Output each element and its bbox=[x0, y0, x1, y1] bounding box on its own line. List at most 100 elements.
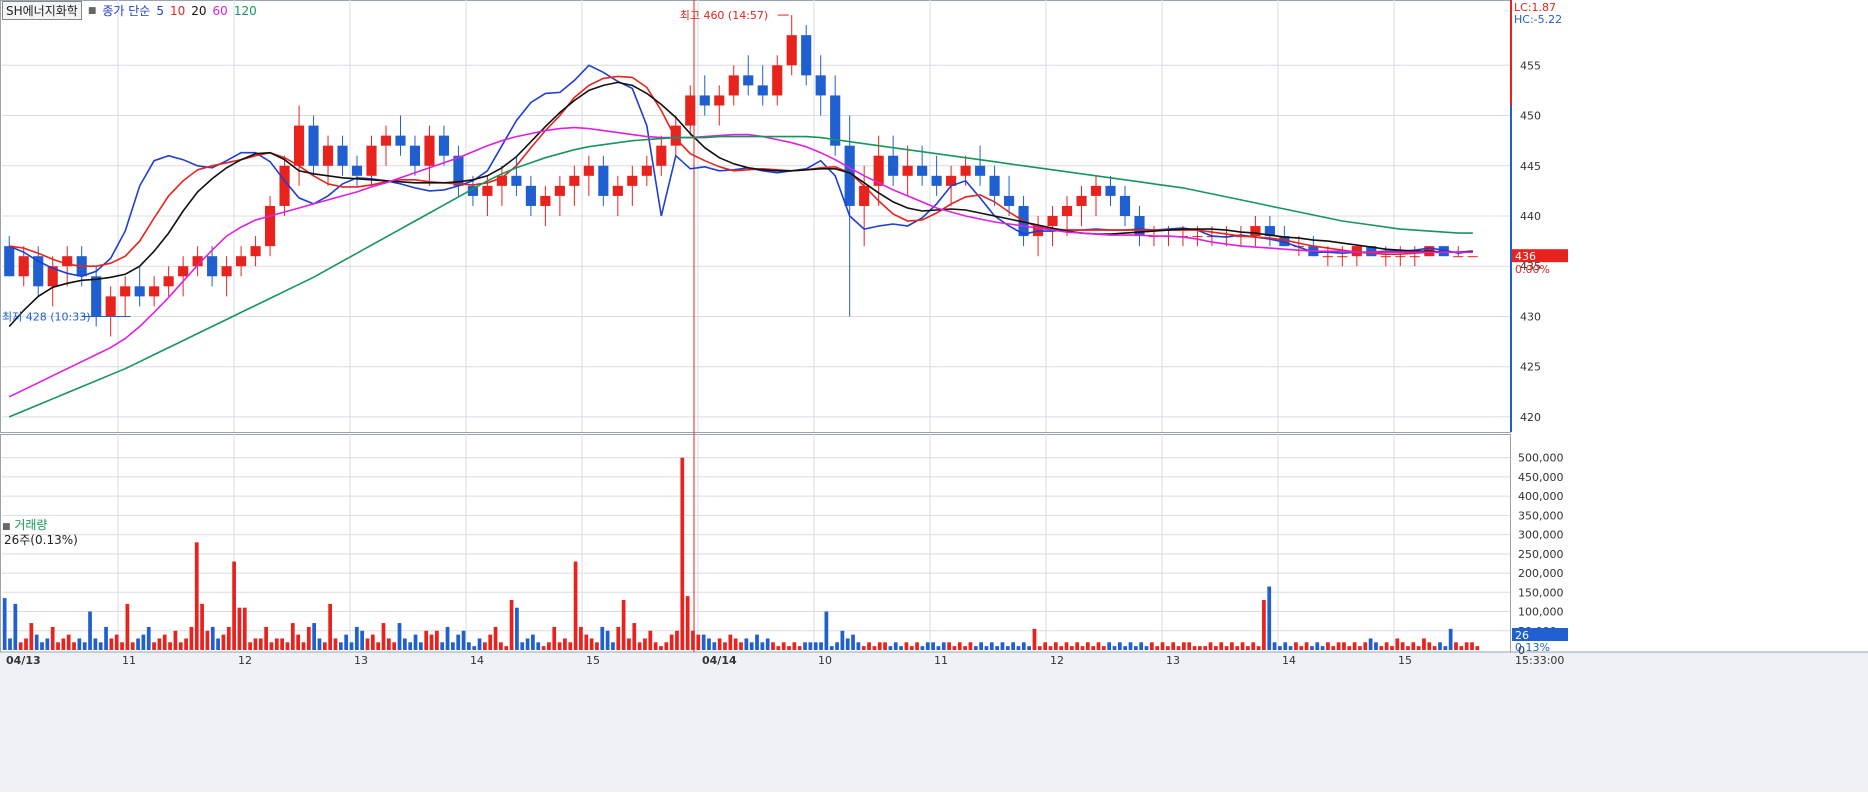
volume-legend: ■ 거래량 bbox=[2, 516, 47, 533]
volume-bar bbox=[771, 642, 775, 650]
candle-body bbox=[554, 185, 565, 196]
candle-body bbox=[236, 256, 247, 267]
candle-body bbox=[4, 246, 15, 277]
candle-body bbox=[1409, 256, 1420, 258]
candle-body bbox=[1250, 226, 1261, 237]
volume-bar bbox=[531, 634, 535, 650]
volume-bar bbox=[66, 634, 71, 650]
ma-legend-prefix: 종가 단순 bbox=[102, 4, 151, 18]
candle-body bbox=[482, 185, 493, 196]
volume-bar bbox=[1262, 600, 1266, 650]
price-tick-label: 445 bbox=[1520, 160, 1541, 173]
volume-bar bbox=[1475, 646, 1480, 650]
volume-tick-label: 450,000 bbox=[1518, 471, 1564, 484]
volume-bar bbox=[691, 630, 695, 650]
volume-bar bbox=[627, 638, 631, 650]
volume-bar bbox=[1443, 646, 1448, 650]
time-axis-band bbox=[0, 652, 1868, 792]
volume-bar bbox=[632, 623, 637, 650]
volume-bar bbox=[541, 646, 546, 650]
volume-bar bbox=[1310, 646, 1314, 650]
volume-bar bbox=[973, 646, 978, 650]
current-volume-label: 26 bbox=[1515, 629, 1529, 642]
volume-bar bbox=[120, 642, 124, 650]
volume-bar bbox=[88, 611, 92, 650]
volume-bar bbox=[1053, 642, 1058, 650]
volume-bar bbox=[648, 630, 653, 650]
volume-bar bbox=[1294, 642, 1298, 650]
volume-bar bbox=[1021, 642, 1026, 650]
volume-bar bbox=[168, 642, 172, 650]
time-tick-label: 15 bbox=[586, 654, 600, 667]
volume-bar bbox=[162, 634, 167, 650]
volume-bar bbox=[1091, 646, 1096, 650]
time-tick-label: 10 bbox=[818, 654, 832, 667]
candle-body bbox=[815, 75, 826, 96]
volume-bar bbox=[280, 638, 284, 650]
volume-bar bbox=[797, 646, 802, 650]
volume-subtitle: 26주(0.13%) bbox=[4, 533, 78, 547]
volume-bar bbox=[899, 646, 903, 650]
volume-bar bbox=[1395, 638, 1400, 650]
time-tick-label: 14 bbox=[1282, 654, 1296, 667]
volume-bar bbox=[1043, 642, 1048, 650]
time-tick-label: 13 bbox=[1166, 654, 1180, 667]
volume-bar bbox=[1459, 646, 1464, 650]
volume-bar bbox=[40, 642, 44, 650]
candle-body bbox=[47, 266, 58, 287]
volume-bar bbox=[1208, 642, 1213, 650]
candle-body bbox=[149, 286, 160, 297]
volume-bar bbox=[573, 561, 578, 650]
candle-body bbox=[772, 65, 783, 96]
volume-bar bbox=[1358, 646, 1362, 650]
candle-body bbox=[1090, 185, 1102, 196]
volume-bar bbox=[557, 642, 562, 650]
volume-bar bbox=[925, 642, 930, 650]
volume-bar bbox=[813, 642, 818, 650]
volume-bar bbox=[856, 642, 861, 650]
volume-bar bbox=[1363, 642, 1368, 650]
candle-body bbox=[496, 175, 507, 186]
volume-bar bbox=[157, 638, 162, 650]
volume-bar bbox=[1299, 646, 1304, 650]
candle-body bbox=[612, 185, 623, 196]
volume-bar bbox=[1080, 646, 1085, 650]
candle-body bbox=[1076, 195, 1087, 206]
volume-bar bbox=[1069, 646, 1074, 650]
volume-bar bbox=[93, 638, 98, 650]
candle-body bbox=[902, 165, 913, 176]
candle-body bbox=[511, 175, 522, 186]
candle-body bbox=[1047, 216, 1058, 227]
candle-body bbox=[786, 35, 797, 66]
volume-bar bbox=[643, 638, 647, 650]
volume-bar bbox=[685, 596, 690, 650]
volume-bar bbox=[1112, 646, 1117, 650]
candle-body bbox=[743, 75, 754, 86]
volume-bar bbox=[349, 642, 354, 650]
volume-bar bbox=[440, 642, 445, 650]
volume-bar bbox=[611, 642, 615, 650]
volume-bar bbox=[504, 646, 509, 650]
volume-bar bbox=[18, 642, 23, 650]
candle-body bbox=[598, 165, 609, 196]
time-tick-label: 14 bbox=[470, 654, 484, 667]
volume-bar bbox=[1149, 642, 1154, 650]
current-price-marker bbox=[1512, 249, 1568, 263]
volume-bar bbox=[189, 626, 194, 650]
volume-settings-icon[interactable]: ■ bbox=[2, 522, 11, 532]
stock-name-box[interactable]: SH에너지화학 bbox=[2, 1, 82, 20]
volume-bar bbox=[1251, 642, 1256, 650]
volume-bar bbox=[333, 638, 338, 650]
candle-body bbox=[395, 135, 406, 146]
volume-bar bbox=[24, 638, 28, 650]
volume-bar bbox=[877, 642, 882, 650]
candle-body bbox=[714, 95, 725, 106]
volume-bar bbox=[434, 630, 439, 650]
candle-body bbox=[178, 266, 189, 277]
legend-settings-icon[interactable]: ■ bbox=[87, 5, 97, 16]
volume-bar bbox=[1235, 646, 1240, 650]
ma-line-20 bbox=[8, 81, 1473, 328]
volume-bar bbox=[1165, 646, 1170, 650]
